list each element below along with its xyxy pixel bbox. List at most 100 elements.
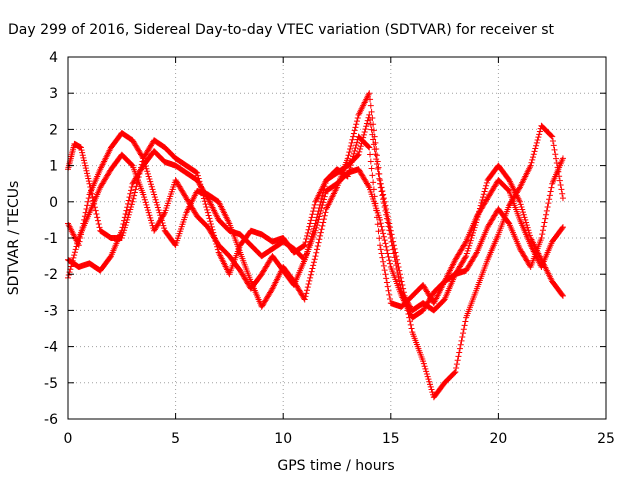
- data-point: [386, 291, 393, 298]
- data-point: [307, 271, 314, 278]
- data-point: [344, 155, 351, 162]
- data-point: [318, 195, 325, 202]
- data-point: [527, 162, 534, 169]
- data-point: [400, 289, 407, 296]
- data-point: [351, 147, 358, 154]
- data-point: [129, 198, 136, 205]
- data-point: [152, 196, 159, 203]
- data-point: [85, 195, 92, 202]
- data-point: [462, 239, 469, 246]
- data-point: [351, 127, 358, 134]
- data-point: [78, 147, 85, 154]
- data-point: [311, 256, 318, 263]
- data-point: [320, 186, 327, 193]
- data-point: [305, 243, 312, 250]
- series-track-3: [65, 90, 566, 401]
- data-point: [465, 245, 472, 252]
- data-point: [523, 219, 530, 226]
- data-point: [558, 186, 565, 193]
- data-point: [356, 148, 363, 155]
- data-point: [456, 349, 463, 356]
- data-point: [534, 137, 541, 144]
- data-point: [315, 239, 322, 246]
- data-point: [301, 256, 308, 263]
- data-point: [535, 134, 542, 141]
- data-point: [377, 246, 384, 253]
- data-point: [403, 303, 410, 310]
- data-point: [310, 262, 317, 269]
- data-point: [156, 209, 163, 216]
- data-point: [367, 151, 374, 158]
- data-point: [533, 139, 540, 146]
- data-point: [390, 242, 397, 249]
- data-point: [461, 322, 468, 329]
- data-point: [375, 228, 382, 235]
- data-point: [458, 337, 465, 344]
- data-point: [368, 165, 375, 172]
- data-point: [95, 221, 102, 228]
- data-point: [383, 243, 390, 250]
- data-point: [347, 142, 354, 149]
- data-point: [366, 144, 373, 151]
- data-point: [131, 189, 138, 196]
- x-tick-label: 0: [64, 431, 73, 447]
- data-point: [542, 215, 549, 222]
- data-point: [363, 123, 370, 130]
- data-point: [552, 151, 559, 158]
- data-point: [384, 213, 391, 220]
- data-point: [146, 176, 153, 183]
- data-point: [144, 170, 151, 177]
- data-point: [207, 218, 214, 225]
- data-point: [393, 256, 400, 263]
- data-point: [368, 108, 375, 115]
- data-point: [426, 378, 433, 385]
- data-point: [140, 155, 147, 162]
- data-point: [355, 151, 362, 158]
- data-point: [473, 250, 480, 257]
- y-tick-label: -1: [44, 231, 58, 247]
- data-point: [366, 111, 373, 118]
- data-point: [317, 232, 324, 239]
- data-point: [559, 292, 566, 299]
- data-point: [346, 167, 353, 174]
- data-point: [382, 271, 389, 278]
- data-point: [548, 184, 555, 191]
- data-point: [524, 224, 531, 231]
- data-point: [120, 221, 127, 228]
- data-point: [357, 143, 364, 150]
- data-point: [121, 217, 128, 224]
- data-point: [139, 154, 146, 161]
- data-point: [387, 296, 394, 303]
- data-point: [304, 232, 311, 239]
- x-axis-label: GPS time / hours: [277, 458, 394, 474]
- data-point: [310, 205, 317, 212]
- data-point: [385, 287, 392, 294]
- data-point: [314, 211, 321, 218]
- axis-ticks: [67, 56, 607, 420]
- data-point: [308, 268, 315, 275]
- data-point: [378, 184, 385, 191]
- data-point: [373, 214, 380, 221]
- data-point: [521, 214, 528, 221]
- data-point: [383, 279, 390, 286]
- data-point: [367, 158, 374, 165]
- data-point: [130, 195, 137, 202]
- data-point: [145, 173, 152, 180]
- data-point: [303, 290, 310, 297]
- data-point: [539, 227, 546, 234]
- data-point: [424, 373, 431, 380]
- data-point: [397, 271, 404, 278]
- data-point: [407, 318, 414, 325]
- data-point: [140, 191, 147, 198]
- x-tick-labels: 0 5 10 15 20 25: [64, 431, 615, 447]
- data-point: [304, 287, 311, 294]
- data-point: [154, 201, 161, 208]
- data-point: [71, 249, 78, 256]
- data-point: [84, 170, 91, 177]
- data-point: [373, 152, 380, 159]
- data-point: [79, 149, 86, 156]
- data-point: [546, 196, 553, 203]
- data-point: [482, 185, 489, 192]
- data-point: [312, 253, 319, 260]
